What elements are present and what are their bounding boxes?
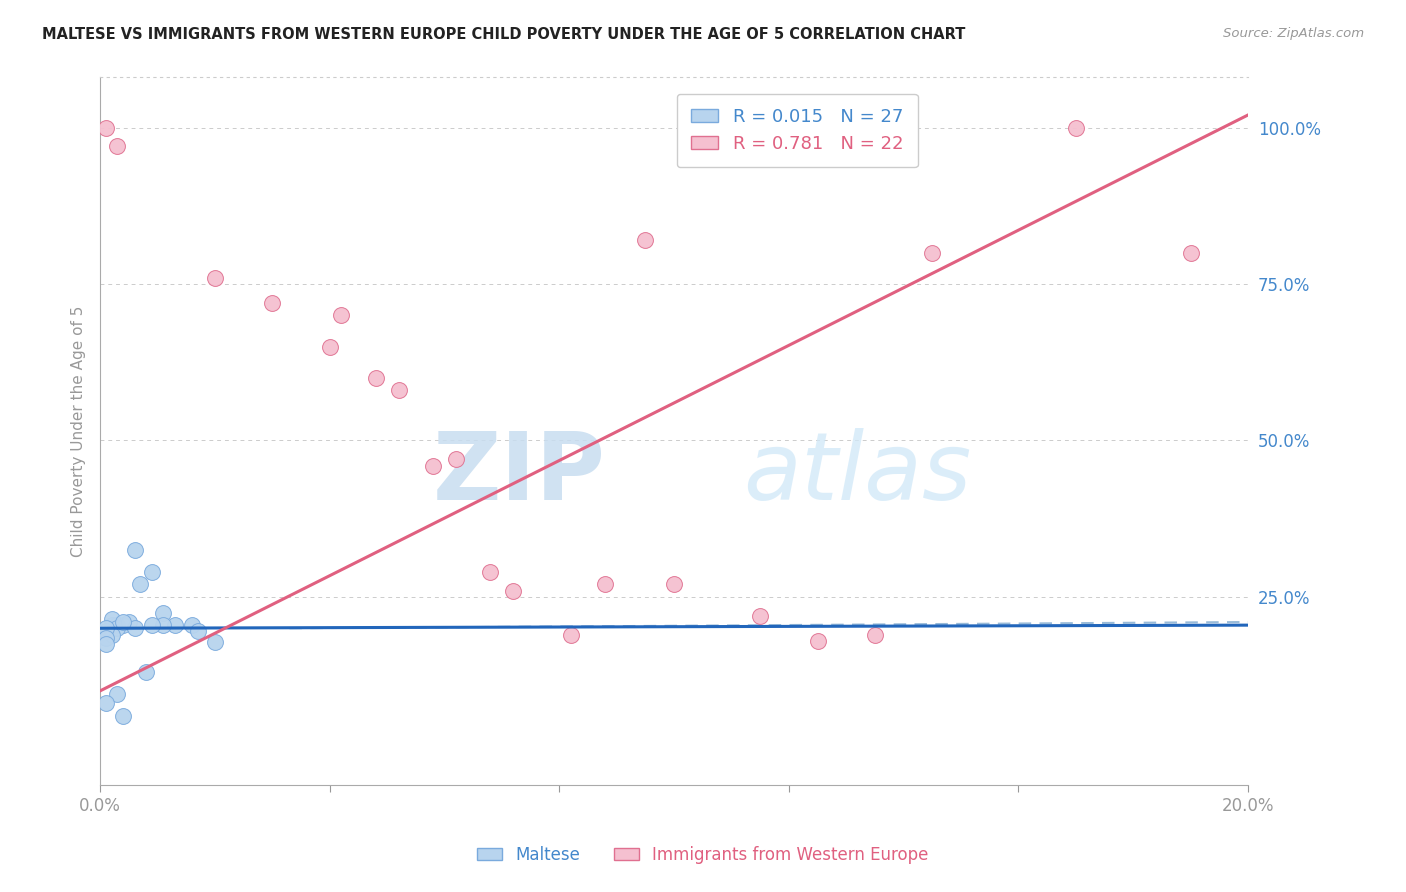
Point <box>141 618 163 632</box>
Legend: Maltese, Immigrants from Western Europe: Maltese, Immigrants from Western Europe <box>471 839 935 871</box>
Point <box>863 627 886 641</box>
Point <box>152 618 174 632</box>
Point <box>124 543 146 558</box>
Point <box>105 618 128 632</box>
Point <box>634 233 657 247</box>
Point <box>141 565 163 579</box>
Point <box>112 709 135 723</box>
Point <box>479 565 502 579</box>
Point <box>187 624 209 639</box>
Point <box>387 384 409 398</box>
Point <box>560 627 582 641</box>
Point <box>163 618 186 632</box>
Y-axis label: Child Poverty Under the Age of 5: Child Poverty Under the Age of 5 <box>72 305 86 557</box>
Point <box>94 621 117 635</box>
Point <box>94 637 117 651</box>
Point <box>204 270 226 285</box>
Point <box>262 295 284 310</box>
Point <box>112 615 135 629</box>
Point <box>921 245 943 260</box>
Point <box>502 583 524 598</box>
Point <box>105 687 128 701</box>
Point <box>129 577 152 591</box>
Point <box>364 371 387 385</box>
Text: atlas: atlas <box>742 428 972 519</box>
Point <box>112 618 135 632</box>
Point <box>204 635 226 649</box>
Point <box>135 665 157 679</box>
Point <box>806 633 828 648</box>
Point <box>94 631 117 645</box>
Point <box>100 618 122 632</box>
Point <box>662 577 685 591</box>
Point <box>94 697 117 711</box>
Point <box>749 608 772 623</box>
Point <box>330 308 353 322</box>
Point <box>124 621 146 635</box>
Point <box>118 615 141 629</box>
Point <box>318 340 340 354</box>
Text: Source: ZipAtlas.com: Source: ZipAtlas.com <box>1223 27 1364 40</box>
Point <box>444 452 467 467</box>
Point <box>105 621 128 635</box>
Point <box>100 627 122 641</box>
Point <box>94 624 117 639</box>
Point <box>105 139 128 153</box>
Point <box>1180 245 1202 260</box>
Point <box>422 458 444 473</box>
Text: MALTESE VS IMMIGRANTS FROM WESTERN EUROPE CHILD POVERTY UNDER THE AGE OF 5 CORRE: MALTESE VS IMMIGRANTS FROM WESTERN EUROP… <box>42 27 966 42</box>
Point <box>1064 120 1087 135</box>
Point <box>100 612 122 626</box>
Point <box>152 606 174 620</box>
Text: ZIP: ZIP <box>432 427 605 519</box>
Point <box>593 577 616 591</box>
Point <box>94 120 117 135</box>
Point <box>181 618 204 632</box>
Legend: R = 0.015   N = 27, R = 0.781   N = 22: R = 0.015 N = 27, R = 0.781 N = 22 <box>676 94 918 168</box>
